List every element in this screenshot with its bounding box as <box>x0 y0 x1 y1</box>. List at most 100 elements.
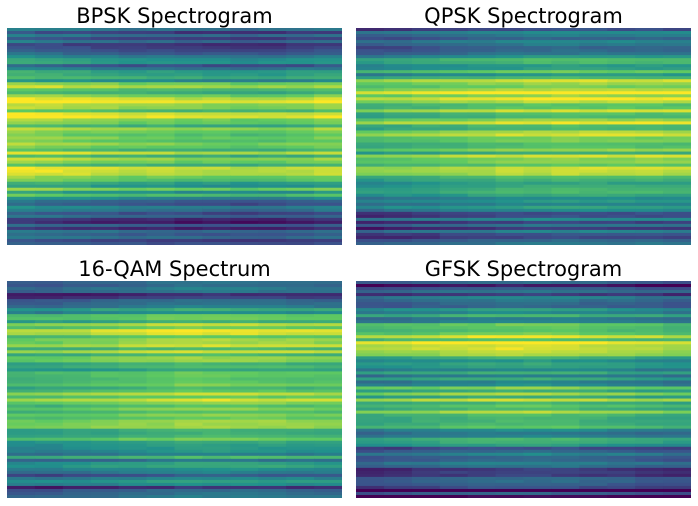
heatmap-cell <box>90 133 120 138</box>
heatmap-cell <box>174 94 204 98</box>
heatmap-cell <box>356 476 385 481</box>
heatmap-cell <box>202 31 231 35</box>
heatmap-cell <box>607 112 636 116</box>
heatmap-cell <box>523 115 553 120</box>
heatmap-cell <box>118 139 148 144</box>
heatmap-cell <box>411 202 441 207</box>
heatmap-cell <box>579 199 608 204</box>
heatmap-cell <box>34 70 64 74</box>
heatmap-cell <box>314 458 342 463</box>
heatmap-cell <box>495 196 525 201</box>
heatmap-cell <box>663 464 691 469</box>
heatmap-cell <box>467 76 497 80</box>
heatmap-cell <box>356 356 385 360</box>
heatmap-cell <box>7 311 36 315</box>
heatmap-cell <box>118 299 148 303</box>
heatmap-cell <box>230 419 259 424</box>
heatmap-cell <box>411 413 441 418</box>
heatmap-cell <box>258 422 287 427</box>
heatmap-cell <box>230 52 259 56</box>
heatmap-cell <box>174 302 204 306</box>
heatmap-cell <box>635 103 664 107</box>
heatmap-cell <box>495 326 525 330</box>
heatmap-cell <box>523 395 553 400</box>
heatmap-cell <box>7 202 36 207</box>
heatmap-cell <box>90 455 120 460</box>
heatmap-cell <box>230 226 259 231</box>
heatmap-cell <box>579 464 608 469</box>
heatmap-cell <box>174 305 204 309</box>
heatmap-cell <box>495 395 525 400</box>
heatmap-cell <box>635 338 664 342</box>
heatmap-cell <box>202 323 231 327</box>
heatmap-cell <box>523 410 553 415</box>
heatmap-cell <box>439 449 469 454</box>
heatmap-cell <box>663 353 691 357</box>
heatmap-cell <box>230 458 259 463</box>
heatmap-cell <box>202 115 231 120</box>
heatmap-cell <box>635 235 664 240</box>
heatmap-cell <box>635 73 664 77</box>
heatmap-cell <box>34 296 64 300</box>
heatmap-cell <box>607 205 636 210</box>
heatmap-cell <box>663 347 691 351</box>
heatmap-cell <box>383 338 413 342</box>
heatmap-cell <box>230 235 259 240</box>
heatmap-cell <box>90 461 120 466</box>
heatmap-cell <box>439 452 469 457</box>
heatmap-cell <box>62 169 92 174</box>
heatmap-cell <box>439 118 469 123</box>
heatmap-cell <box>579 160 608 165</box>
heatmap-cell <box>7 434 36 439</box>
heatmap-cell <box>495 284 525 288</box>
heatmap-cell <box>34 461 64 466</box>
heatmap-cell <box>551 332 580 336</box>
heatmap-cell <box>146 103 176 107</box>
heatmap-cell <box>62 428 92 433</box>
heatmap-cell <box>174 284 204 288</box>
heatmap-cell <box>258 473 287 478</box>
heatmap-cell <box>258 476 287 481</box>
heatmap-cell <box>663 58 691 62</box>
heatmap-cell <box>439 133 469 138</box>
heatmap-cell <box>34 392 64 397</box>
heatmap-cell <box>607 356 636 360</box>
heatmap-cell <box>495 235 525 240</box>
heatmap-cell <box>34 425 64 430</box>
heatmap-cell <box>579 353 608 357</box>
heatmap-cell <box>202 398 231 403</box>
heatmap-cell <box>258 488 287 493</box>
heatmap-cell <box>523 28 553 32</box>
heatmap-cell <box>314 211 342 216</box>
heatmap-cell <box>202 374 231 379</box>
heatmap-cell <box>34 395 64 400</box>
heatmap-cell <box>356 88 385 92</box>
heatmap-cell <box>146 31 176 35</box>
heatmap-cell <box>411 115 441 120</box>
heatmap-cell <box>523 347 553 351</box>
heatmap-cell <box>90 338 120 342</box>
heatmap-cell <box>607 413 636 418</box>
heatmap-cell <box>90 49 120 53</box>
heatmap-cell <box>118 127 148 132</box>
heatmap-cell <box>202 386 231 391</box>
heatmap-cell <box>411 353 441 357</box>
heatmap-cell <box>607 374 636 379</box>
heatmap-cell <box>230 202 259 207</box>
heatmap-cell <box>258 190 287 195</box>
heatmap-cell <box>34 335 64 339</box>
heatmap-cell <box>286 326 315 330</box>
heatmap-cell <box>663 142 691 147</box>
heatmap-cell <box>495 392 525 397</box>
heatmap-cell <box>230 290 259 294</box>
heatmap-cell <box>439 184 469 189</box>
heatmap-cell <box>314 172 342 177</box>
heatmap-cell <box>118 157 148 162</box>
heatmap-cell <box>258 341 287 345</box>
heatmap-cell <box>551 187 580 192</box>
heatmap-cell <box>174 88 204 92</box>
heatmap-cell <box>635 305 664 309</box>
heatmap-cell <box>579 494 608 498</box>
heatmap-cell <box>383 491 413 496</box>
heatmap-cell <box>467 124 497 129</box>
